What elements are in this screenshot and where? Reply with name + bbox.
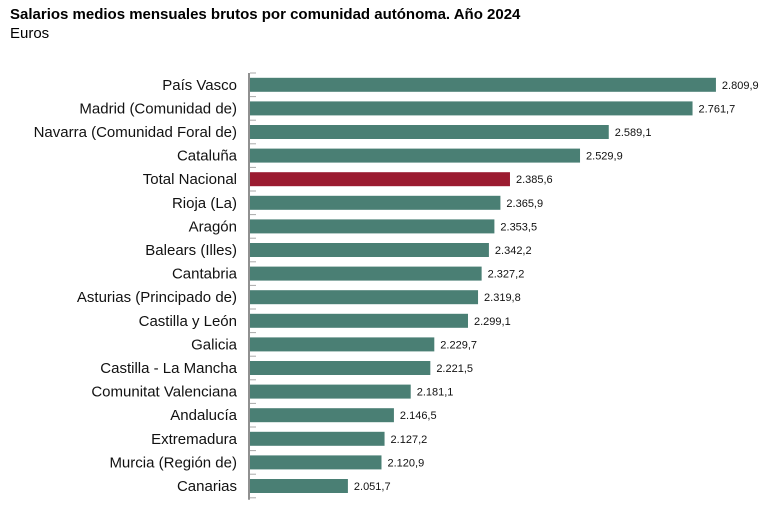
bar [250,408,394,423]
category-label: Extremadura [151,431,238,448]
data-label: 2.146,5 [400,410,437,422]
category-label: Canarias [177,478,237,495]
category-label: Comunitat Valenciana [91,384,237,401]
bar [250,172,510,187]
bar [250,148,581,163]
bar [250,431,385,446]
data-label: 2.051,7 [354,481,391,493]
data-label: 2.221,5 [436,363,473,375]
bar [250,313,468,328]
category-label: Andalucía [170,407,237,424]
bar [250,455,382,470]
chart-title: Salarios medios mensuales brutos por com… [10,6,521,23]
data-label: 2.127,2 [391,434,428,446]
data-label: 2.385,6 [516,174,553,186]
data-label: 2.299,1 [474,316,511,328]
category-label: Galicia [191,336,238,353]
category-label: Aragón [189,218,237,235]
data-label: 2.365,9 [506,198,543,210]
bar [250,77,716,92]
bar [250,243,489,257]
category-label: Rioja (La) [172,195,237,212]
data-label: 2.229,7 [440,339,477,351]
data-label: 2.353,5 [500,221,537,233]
category-label: Murcia (Región de) [109,454,237,471]
category-label: Total Nacional [143,171,237,188]
bar [250,384,411,399]
data-label: 2.319,8 [484,292,521,304]
category-label: Asturias (Principado de) [77,289,237,306]
bar [250,266,482,281]
bar [250,337,435,352]
bar [250,195,501,210]
data-label: 2.589,1 [615,127,652,139]
bar [250,290,479,305]
category-label: Navarra (Comunidad Foral de) [34,124,237,141]
bar [250,361,431,375]
bar [250,479,348,493]
category-label: Castilla - La Mancha [100,360,237,377]
data-label: 2.327,2 [488,269,525,281]
data-label: 2.120,9 [387,457,424,469]
bar [250,101,693,116]
category-label: Madrid (Comunidad de) [79,100,237,117]
category-label: Cataluña [177,148,238,165]
chart-subtitle: Euros [10,25,50,42]
bar [250,219,495,234]
data-label: 2.529,9 [586,151,623,163]
data-label: 2.181,1 [417,387,454,399]
category-label: Balears (Illes) [145,242,237,259]
data-label: 2.342,2 [495,245,532,257]
category-label: Cantabria [172,266,238,283]
bar [250,125,609,139]
category-label: País Vasco [162,77,237,94]
data-label: 2.761,7 [699,103,736,115]
category-label: Castilla y León [139,313,237,330]
data-label: 2.809,9 [722,80,759,92]
